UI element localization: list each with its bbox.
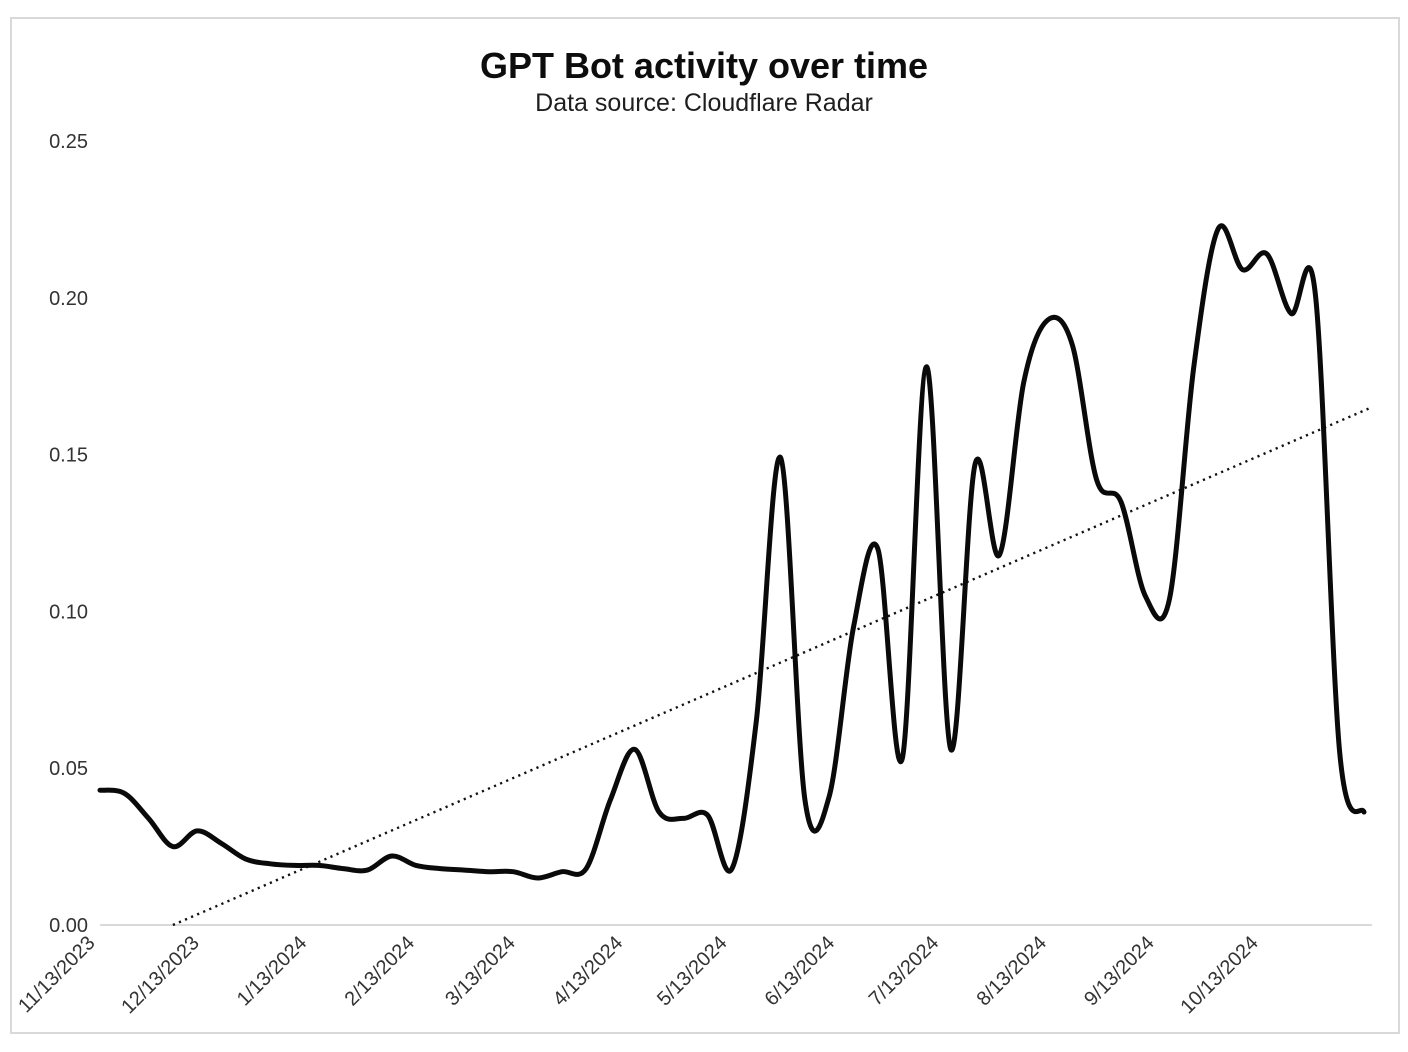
- x-axis-tick-label: 11/13/2023: [14, 932, 99, 1017]
- x-axis-tick-label: 9/13/2024: [1080, 932, 1158, 1010]
- x-axis-tick-label: 7/13/2024: [865, 932, 943, 1010]
- chart-frame-border: [10, 17, 1400, 1034]
- y-axis-tick-label: 0.00: [49, 915, 88, 937]
- y-axis-tick-label: 0.20: [49, 288, 88, 310]
- x-axis-tick-label: 10/13/2024: [1176, 932, 1262, 1018]
- x-axis-tick-label: 5/13/2024: [653, 932, 731, 1010]
- x-axis-tick-label: 6/13/2024: [761, 932, 839, 1010]
- x-axis-tick-label: 8/13/2024: [973, 932, 1051, 1010]
- y-axis-tick-label: 0.15: [49, 445, 88, 467]
- y-axis-tick-labels: 0.00 0.05 0.10 0.15 0.20 0.25: [49, 131, 88, 937]
- y-axis-tick-label: 0.25: [49, 131, 88, 153]
- x-axis-tick-label: 3/13/2024: [441, 932, 519, 1010]
- y-axis-tick-label: 0.05: [49, 758, 88, 780]
- chart-title: GPT Bot activity over time: [480, 45, 928, 86]
- x-axis-tick-label: 4/13/2024: [549, 932, 627, 1010]
- chart-subtitle: Data source: Cloudflare Radar: [535, 89, 873, 117]
- x-axis-tick-label: 2/13/2024: [341, 932, 419, 1010]
- x-axis-tick-label: 12/13/2023: [117, 932, 203, 1018]
- y-axis-tick-label: 0.10: [49, 601, 88, 623]
- activity-line-series: [97, 223, 1367, 881]
- x-axis-tick-labels: 11/13/2023 12/13/2023 1/13/2024 2/13/2024 3/…: [14, 932, 1263, 1018]
- x-axis-tick-label: 1/13/2024: [233, 932, 311, 1010]
